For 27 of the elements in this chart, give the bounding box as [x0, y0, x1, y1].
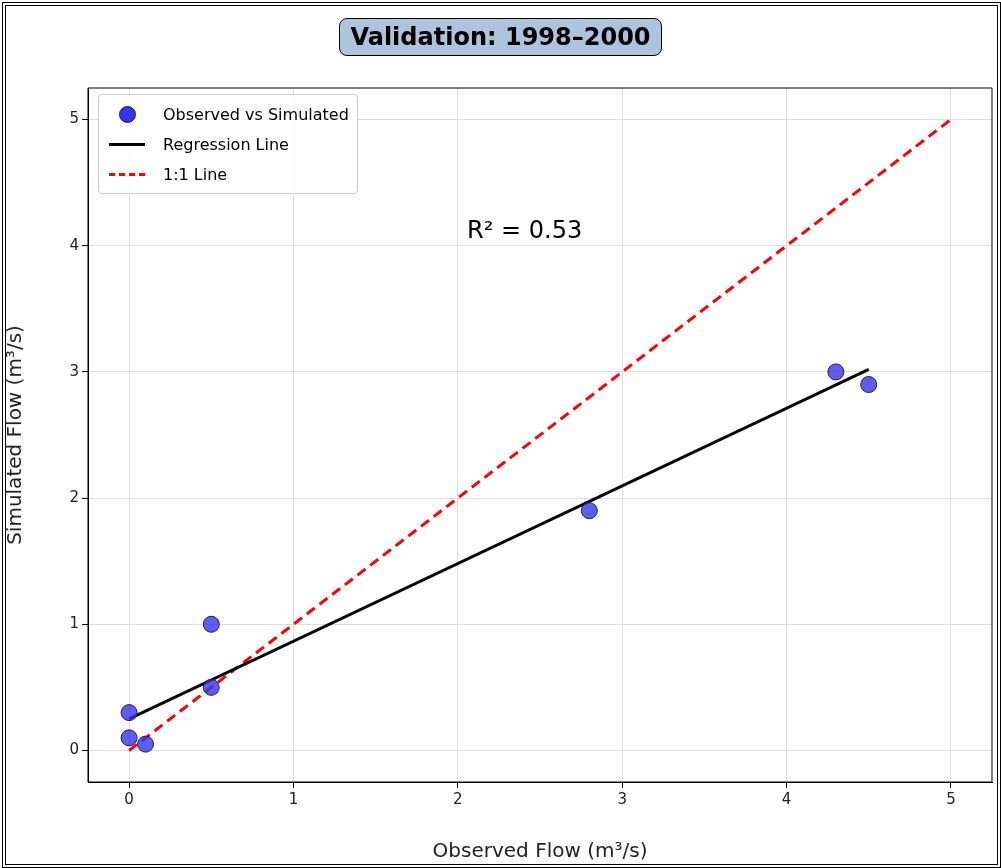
- y-tick-label: 3: [69, 361, 79, 380]
- x-axis-title: Observed Flow (m³/s): [432, 838, 648, 863]
- y-tick-label: 4: [69, 235, 79, 254]
- point: [827, 363, 845, 381]
- x-tick-label: 3: [617, 789, 627, 808]
- point: [202, 615, 220, 633]
- y-tick-label: 1: [69, 614, 79, 633]
- legend-label: Observed vs Simulated: [163, 104, 349, 124]
- point: [202, 678, 220, 696]
- x-tick-label: 0: [124, 789, 134, 808]
- y-axis-title: Simulated Flow (m³/s): [2, 325, 27, 545]
- y-tick-label: 5: [69, 109, 79, 128]
- point: [120, 704, 138, 722]
- legend-label: 1:1 Line: [163, 164, 228, 184]
- y-tick-label: 2: [69, 487, 79, 506]
- point: [860, 376, 878, 394]
- point: [120, 729, 138, 747]
- chart-title: Validation: 1998–2000: [339, 18, 662, 56]
- x-tick-label: 2: [453, 789, 463, 808]
- y-tick-label: 0: [69, 740, 79, 759]
- point: [137, 735, 155, 753]
- annotation: R² = 0.53: [467, 215, 583, 244]
- x-tick-label: 5: [946, 789, 956, 808]
- legend-label: Regression Line: [163, 134, 289, 154]
- point: [580, 502, 598, 520]
- x-tick-label: 4: [781, 789, 792, 808]
- x-tick-label: 1: [288, 789, 299, 808]
